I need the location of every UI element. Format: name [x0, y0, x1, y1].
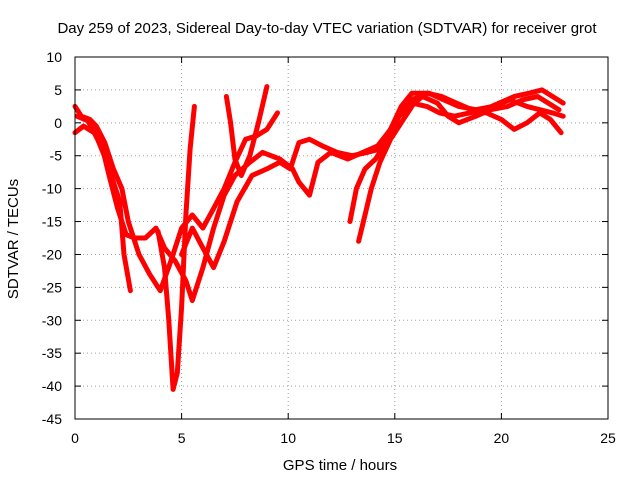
y-tick-label: -35	[42, 345, 62, 361]
series-line-track-5	[223, 84, 270, 178]
series-line-track-8	[347, 87, 566, 224]
y-axis-label: SDTVAR / TECUs	[5, 179, 22, 299]
axis-ticks	[74, 56, 609, 420]
x-tick-label: 0	[71, 430, 79, 446]
x-tick-label: 25	[600, 430, 616, 446]
grid-lines	[75, 57, 608, 419]
x-axis-label: GPS time / hours	[283, 457, 397, 474]
x-tick-label: 5	[178, 430, 186, 446]
y-tick-label: -40	[42, 378, 62, 394]
y-tick-label: -5	[50, 148, 63, 164]
y-tick-label: 0	[54, 115, 62, 131]
x-tick-label: 20	[494, 430, 510, 446]
series-line-track-7	[356, 90, 564, 244]
y-tick-label: -25	[42, 279, 62, 295]
y-tick-label: -20	[42, 246, 62, 262]
chart-title: Day 259 of 2023, Sidereal Day-to-day VTE…	[57, 20, 597, 37]
y-axis-tick-labels: 10 5 0 -5 -10 -15 -20 -25 -30 -35 -40 -45	[42, 49, 62, 427]
y-tick-label: -10	[42, 181, 62, 197]
series-line-track-4	[155, 103, 197, 392]
plot-frame	[74, 56, 609, 420]
y-tick-label: -45	[42, 411, 62, 427]
y-tick-label: -30	[42, 312, 62, 328]
y-tick-label: -15	[42, 214, 62, 230]
x-tick-label: 10	[280, 430, 296, 446]
series-lines	[72, 84, 566, 392]
y-tick-label: 5	[54, 82, 62, 98]
y-tick-label: 10	[46, 49, 62, 65]
x-tick-label: 15	[387, 430, 403, 446]
series-line-track-3	[74, 113, 133, 294]
x-axis-tick-labels: 0 5 10 15 20 25	[71, 430, 616, 446]
